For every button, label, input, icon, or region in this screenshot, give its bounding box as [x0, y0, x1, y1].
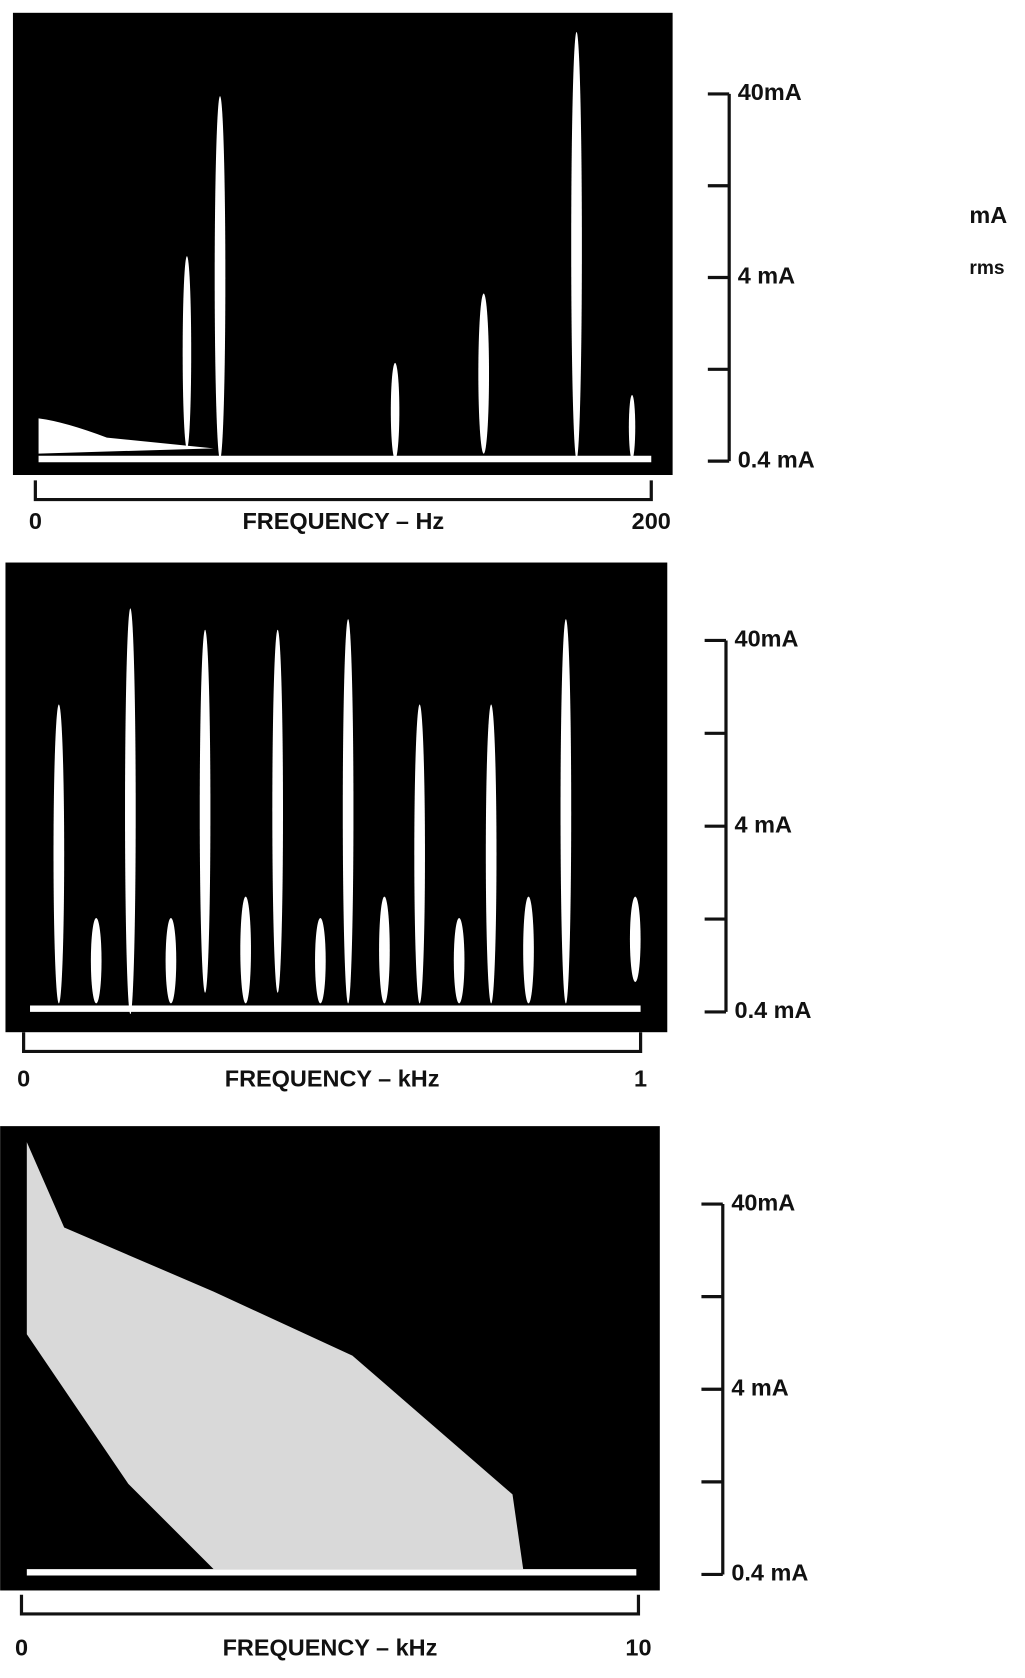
- frequency-bracket: [22, 1032, 643, 1054]
- scale-label: 40mA: [735, 626, 799, 652]
- x-end-label: 10: [625, 1634, 651, 1660]
- spectrum-panel: [0, 1126, 660, 1591]
- x-start-label: 0: [17, 1065, 30, 1091]
- x-end-label: 200: [632, 508, 671, 534]
- scale-label: 0.4 mA: [735, 997, 812, 1023]
- frequency-bracket: [33, 480, 653, 502]
- scale-label: 4 mA: [738, 263, 795, 289]
- x-end-label: 1: [634, 1065, 647, 1091]
- frequency-bracket: [19, 1594, 641, 1616]
- scale-label: 40mA: [731, 1189, 795, 1215]
- scale-label: 0.4 mA: [738, 446, 815, 472]
- scale-label: 0.4 mA: [731, 1560, 808, 1586]
- broadband-spectrum: [26, 1142, 524, 1570]
- noise-floor: [38, 418, 214, 454]
- scale-label: 4 mA: [735, 811, 792, 837]
- plot-area: [5, 562, 668, 1033]
- unit-label: mA: [969, 202, 1007, 228]
- plot-area: [12, 12, 673, 476]
- x-start-label: 0: [29, 508, 42, 534]
- x-axis-title: FREQUENCY – kHz: [223, 1634, 438, 1660]
- peaks: [182, 32, 636, 459]
- spectrum-panel: [12, 12, 673, 476]
- scale-label: 4 mA: [731, 1374, 788, 1400]
- peaks: [53, 608, 641, 1015]
- x-axis-title: FREQUENCY – kHz: [225, 1065, 440, 1091]
- spectrum-panel: [5, 562, 668, 1033]
- x-axis-title: FREQUENCY – Hz: [242, 508, 444, 534]
- unit-label: rms: [969, 258, 1004, 279]
- x-start-label: 0: [15, 1634, 28, 1660]
- scale-label: 40mA: [738, 79, 802, 105]
